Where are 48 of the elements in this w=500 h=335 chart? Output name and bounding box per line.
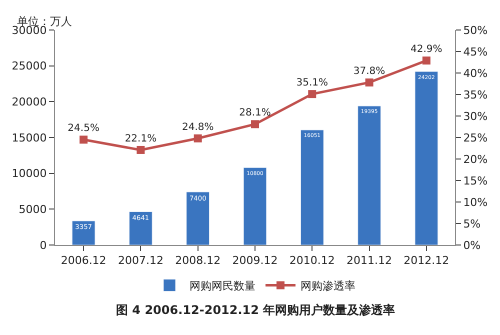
y-tick-label: 5000 bbox=[18, 203, 47, 216]
y2-tick-label: 20% bbox=[463, 152, 488, 166]
x-tick-label: 2007.12 bbox=[118, 254, 164, 268]
point bbox=[80, 136, 88, 144]
y2-tick-label: 10% bbox=[463, 196, 488, 209]
point bbox=[308, 90, 316, 98]
bar bbox=[243, 167, 267, 245]
y2-tick-label: 15% bbox=[463, 174, 488, 188]
x-tick-label: 2011.12 bbox=[346, 254, 392, 268]
data-label: 35.1% bbox=[296, 78, 328, 89]
bar bbox=[186, 192, 210, 245]
y2-tick-label: 50% bbox=[463, 24, 488, 37]
bar bbox=[300, 130, 324, 245]
point bbox=[251, 120, 259, 128]
data-label: 28.1% bbox=[239, 108, 271, 119]
point bbox=[194, 134, 202, 142]
y2-tick-label: 5% bbox=[463, 217, 481, 230]
y2-tick-label: 45% bbox=[463, 45, 488, 58]
bar bbox=[414, 71, 438, 245]
x-tick-label: 2006.12 bbox=[60, 254, 106, 268]
y2-tick-label: 35% bbox=[463, 88, 488, 102]
legend-label: 网购网民数量 bbox=[190, 280, 256, 293]
point bbox=[136, 146, 145, 154]
y2-tick-label: 0% bbox=[463, 238, 481, 252]
y-tick-label: 20000 bbox=[12, 96, 47, 109]
bar bbox=[72, 220, 96, 245]
bar bbox=[358, 106, 381, 245]
point bbox=[422, 56, 430, 65]
data-label: 24.5% bbox=[68, 123, 100, 134]
x-tick-label: 2012.12 bbox=[404, 254, 450, 268]
y-tick-label: 15000 bbox=[12, 131, 47, 144]
point bbox=[365, 78, 374, 86]
y2-tick-label: 30% bbox=[463, 110, 488, 123]
data-label: 37.8% bbox=[353, 66, 386, 77]
data-label: 42.9% bbox=[410, 44, 442, 56]
data-label: 24.8% bbox=[182, 122, 214, 133]
y-tick-label: 25000 bbox=[12, 60, 47, 73]
bar bbox=[129, 211, 152, 245]
x-tick-label: 2010.12 bbox=[289, 254, 335, 268]
y2-tick-label: 40% bbox=[463, 66, 488, 80]
y2-tick-label: 25% bbox=[463, 131, 488, 144]
legend-label: 网购渗透率 bbox=[300, 280, 356, 293]
y-tick-label: 10000 bbox=[12, 167, 47, 180]
data-label: 22.1% bbox=[124, 133, 157, 144]
x-tick-label: 2008.12 bbox=[175, 254, 221, 268]
y-tick-label: 0 bbox=[40, 238, 47, 252]
caption: 图 4 2006.12-2012.12 年网购用户数量及渗透率 bbox=[116, 303, 396, 317]
x-tick-label: 2009.12 bbox=[232, 254, 278, 268]
